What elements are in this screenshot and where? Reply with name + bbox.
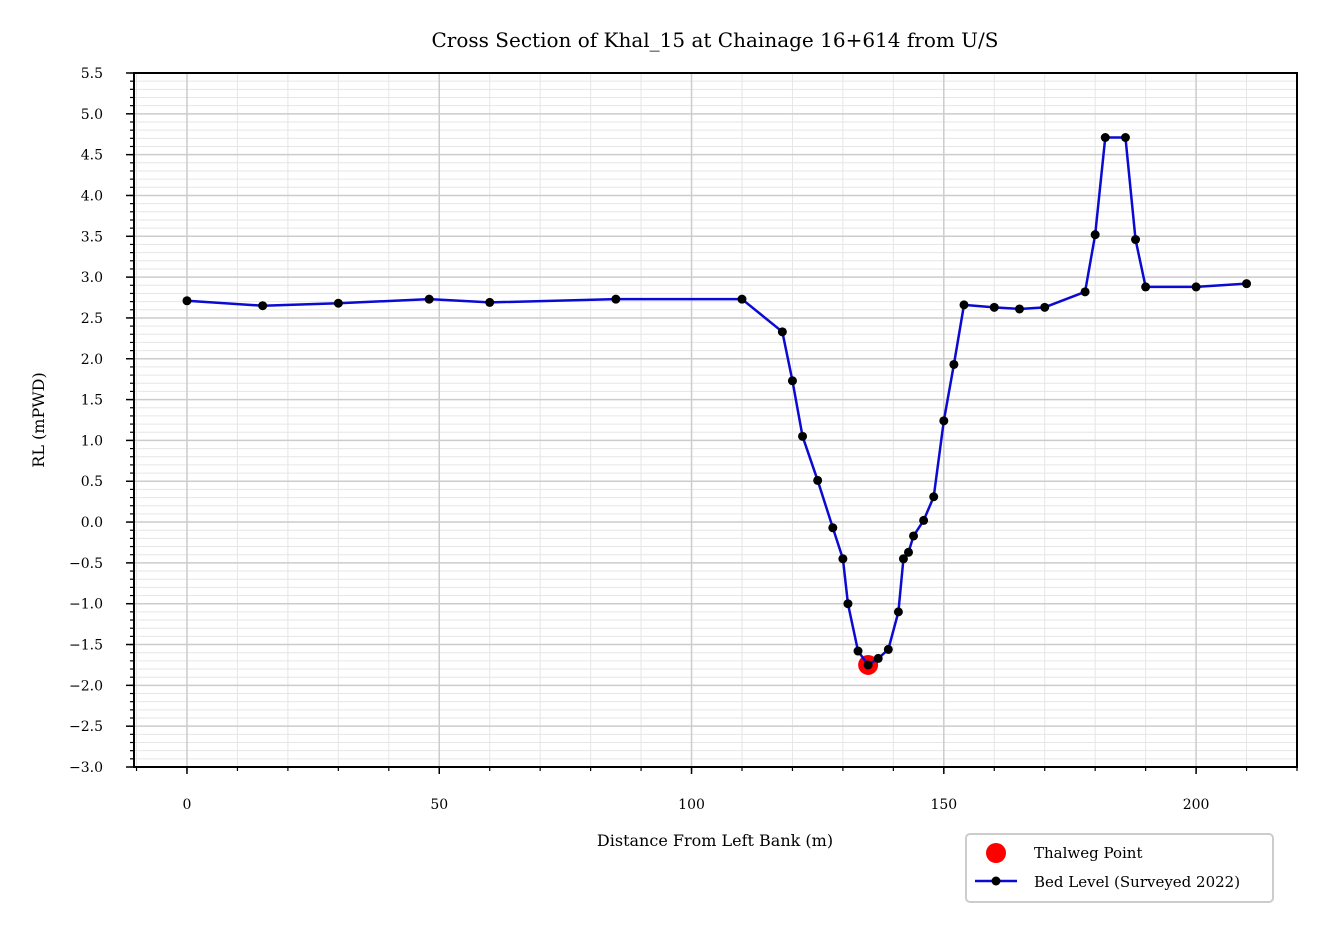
y-axis-label: RL (mPWD) [29, 372, 48, 467]
chart-title: Cross Section of Khal_15 at Chainage 16+… [432, 28, 999, 52]
y-tick-label: 3.5 [81, 229, 103, 245]
bed-level-point [1014, 304, 1024, 314]
y-tick-label: −2.0 [69, 678, 103, 694]
bed-level-point [959, 300, 969, 310]
bed-level-point [1100, 133, 1110, 143]
y-tick-label: 3.0 [81, 270, 103, 286]
bed-level-point [939, 416, 949, 426]
bed-level-point [1131, 235, 1141, 245]
bed-level-point [828, 523, 838, 533]
bed-level-point [1040, 302, 1050, 312]
bed-level-point [919, 515, 929, 525]
legend-box [965, 833, 1274, 903]
bed-level-point [893, 607, 903, 617]
bed-level-point [929, 492, 939, 502]
x-tick-label: 50 [430, 797, 448, 813]
minor-gridlines [134, 72, 1298, 768]
x-tick-label: 100 [678, 797, 705, 813]
y-tick-label: 5.5 [81, 66, 103, 82]
bed-level-point [1191, 282, 1201, 292]
legend-bed-level-marker [991, 876, 1001, 886]
y-tick-label: −1.0 [69, 597, 103, 613]
x-axis-label: Distance From Left Bank (m) [597, 831, 833, 850]
legend-thalweg-label: Thalweg Point [1034, 844, 1143, 862]
bed-level-point [777, 327, 787, 337]
bed-level-line [186, 136, 1247, 667]
y-tick-label: 1.5 [81, 393, 103, 409]
y-tick-label: −2.5 [69, 719, 103, 735]
bed-level-point [909, 531, 919, 541]
bed-level-point [863, 660, 873, 670]
y-tick-label: 4.0 [81, 188, 103, 204]
bed-level-point [1080, 287, 1090, 297]
plot-area-frame [133, 72, 1298, 768]
bed-level-point [838, 554, 848, 564]
bed-level-point [485, 297, 495, 307]
series-layer [182, 133, 1252, 675]
bed-level-point [813, 475, 823, 485]
bed-level-point [1141, 282, 1151, 292]
bed-level-point [989, 302, 999, 312]
bed-level-point [787, 376, 797, 386]
bed-level-point [853, 646, 863, 656]
x-axis-ticks: 0 50 100 150 200 [135, 767, 1298, 813]
bed-level-point [798, 431, 808, 441]
bed-level-point [903, 547, 913, 557]
major-gridlines [134, 72, 1297, 768]
x-tick-label: 0 [183, 797, 192, 813]
y-tick-label: 1.0 [81, 433, 103, 449]
bed-level-point [258, 301, 268, 311]
y-tick-label: −3.0 [69, 760, 103, 776]
legend-thalweg-marker [986, 843, 1006, 863]
y-tick-label: −1.5 [69, 638, 103, 654]
bed-level-point [873, 653, 883, 663]
y-tick-label: 0.5 [81, 474, 103, 490]
bed-level-point [1120, 133, 1130, 143]
x-tick-label: 200 [1183, 797, 1210, 813]
chart-legend: Thalweg Point Bed Level (Surveyed 2022) [965, 833, 1274, 903]
bed-level-point [898, 554, 908, 564]
legend-bed-level-label: Bed Level (Surveyed 2022) [1034, 873, 1240, 891]
y-axis-ticks: −3.0 −2.5 −2.0 −1.5 −1.0 −0.5 0.0 0.5 1.0 1.5 2.0 2… [69, 66, 134, 776]
bed-level-point [182, 296, 192, 306]
y-tick-label: 0.0 [81, 515, 103, 531]
y-tick-label: 4.5 [81, 148, 103, 164]
bed-level-point [1090, 230, 1100, 240]
bed-level-point [949, 359, 959, 369]
y-tick-label: 2.0 [81, 352, 103, 368]
bed-level-point [424, 294, 434, 304]
bed-level-point [843, 599, 853, 609]
bed-level-point [1242, 279, 1252, 289]
bed-level-point [333, 298, 343, 308]
bed-level-point [611, 294, 621, 304]
y-tick-label: −0.5 [69, 556, 103, 572]
x-tick-label: 150 [930, 797, 957, 813]
y-tick-label: 2.5 [81, 311, 103, 327]
y-tick-label: 5.0 [81, 107, 103, 123]
bed-level-point [737, 294, 747, 304]
bed-level-point [883, 644, 893, 654]
